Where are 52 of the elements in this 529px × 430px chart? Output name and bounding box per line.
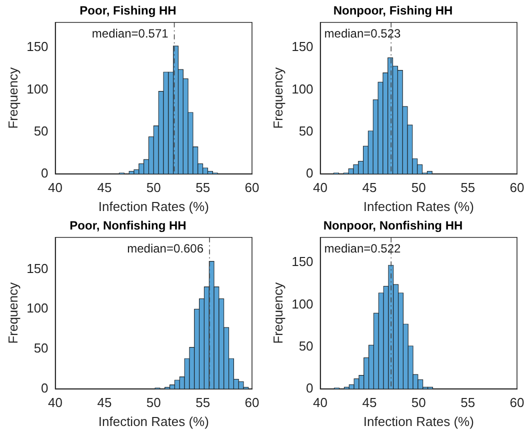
x-tick-label: 55 — [196, 180, 210, 196]
annotation: median=0.523 — [324, 26, 402, 41]
annotation: median=0.606 — [127, 242, 204, 256]
x-tick-label: 60 — [244, 180, 260, 196]
y-tick-label: 150 — [292, 39, 314, 54]
chart-title: Nonpoor, Fishing HH — [333, 4, 453, 18]
y-tick-label: 100 — [26, 300, 48, 316]
y-axis-title: Frequency — [270, 66, 286, 129]
x-axis-title: Infection Rates (%) — [98, 198, 209, 214]
y-tick-label: 100 — [26, 81, 48, 96]
y-tick-label: 100 — [292, 296, 314, 312]
x-tick-label: 50 — [146, 180, 161, 196]
x-tick-label: 60 — [244, 395, 260, 410]
x-tick-label: 40 — [313, 395, 328, 410]
x-tick-label: 55 — [196, 395, 210, 410]
y-tick-label: 150 — [26, 260, 48, 276]
x-axis-title: Infection Rates (%) — [363, 414, 474, 429]
y-tick-label: 50 — [298, 123, 314, 138]
x-tick-label: 40 — [313, 180, 328, 196]
y-tick-label: 50 — [34, 123, 48, 138]
y-tick-label: 0 — [306, 165, 314, 180]
annotation: median=0.571 — [92, 26, 169, 41]
y-axis-title: Frequency — [270, 282, 286, 344]
x-tick-label: 60 — [510, 180, 524, 196]
chart-title: Nonpoor, Nonfishing HH — [323, 218, 463, 233]
annotation: median=0.522 — [324, 242, 402, 256]
x-tick-label: 45 — [97, 395, 112, 410]
x-axis-title: Infection Rates (%) — [98, 414, 209, 429]
x-tick-label: 50 — [411, 180, 426, 196]
chart-title: Poor, Nonfishing HH — [70, 218, 186, 233]
x-tick-label: 45 — [362, 395, 377, 410]
x-tick-label: 50 — [146, 395, 161, 410]
x-tick-label: 40 — [48, 180, 63, 196]
y-tick-label: 50 — [34, 340, 48, 356]
x-tick-label: 45 — [97, 180, 112, 196]
x-tick-label: 45 — [362, 180, 377, 196]
chart-title: Poor, Fishing HH — [80, 4, 176, 18]
x-tick-label: 55 — [460, 180, 476, 196]
y-tick-label: 50 — [298, 338, 314, 354]
y-tick-label: 150 — [292, 254, 314, 270]
y-tick-label: 0 — [41, 380, 48, 396]
y-axis-title: Frequency — [5, 66, 20, 129]
x-tick-label: 50 — [411, 395, 426, 410]
y-axis-title: Frequency — [5, 282, 20, 344]
x-tick-label: 40 — [48, 395, 63, 410]
y-tick-label: 0 — [306, 380, 314, 396]
x-axis-title: Infection Rates (%) — [363, 198, 474, 214]
y-tick-label: 150 — [26, 39, 48, 54]
x-tick-label: 60 — [510, 395, 524, 410]
x-tick-label: 55 — [460, 395, 476, 410]
y-tick-label: 0 — [41, 165, 48, 180]
y-tick-label: 100 — [292, 81, 314, 96]
